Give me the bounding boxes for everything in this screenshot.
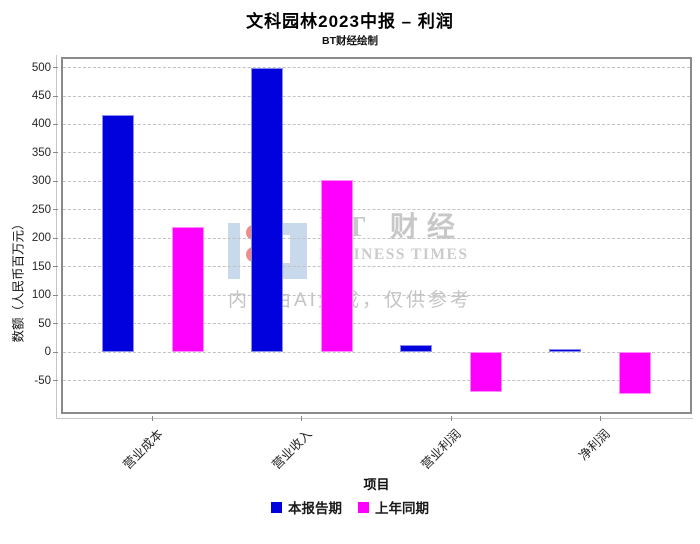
legend-swatch-current-period bbox=[271, 501, 282, 513]
x-tick-mark bbox=[301, 416, 303, 421]
y-tick-mark bbox=[53, 209, 58, 211]
legend-label-prior-period: 上年同期 bbox=[375, 501, 429, 516]
bar-营业成本-本报告期 bbox=[101, 114, 134, 353]
gridline-y-150 bbox=[63, 266, 690, 268]
bar-营业收入-上年同期 bbox=[320, 180, 353, 353]
gridline-y-350 bbox=[63, 152, 690, 154]
y-tick-mark bbox=[53, 351, 58, 353]
gridline-y-100 bbox=[63, 294, 690, 296]
legend-item-prior-period: 上年同期 bbox=[358, 497, 429, 517]
x-tick-mark bbox=[152, 416, 154, 421]
y-tick-mark bbox=[53, 380, 58, 382]
y-tick-label: 300 bbox=[31, 175, 51, 188]
chart-title: 文科园林2023中报 – 利润 bbox=[246, 12, 454, 31]
y-tick-mark bbox=[53, 180, 58, 182]
x-axis-label: 项目 bbox=[363, 477, 390, 492]
gridline-y-200 bbox=[63, 237, 690, 239]
y-tick-mark bbox=[53, 152, 58, 154]
y-tick-label: 100 bbox=[31, 289, 51, 302]
y-tick-label: 350 bbox=[31, 146, 51, 159]
gridline-y-250 bbox=[63, 209, 690, 211]
legend-label-current-period: 本报告期 bbox=[288, 501, 342, 516]
bar-营业利润-本报告期 bbox=[400, 344, 433, 353]
y-tick-label: 500 bbox=[31, 61, 51, 74]
y-tick-label: 150 bbox=[31, 260, 51, 273]
y-tick-mark bbox=[53, 95, 58, 97]
plot-area: BT 财经 BUSINESS TIMES 内容由AI生成，仅供参考 500450… bbox=[32, 57, 692, 472]
y-tick-label: 0 bbox=[44, 346, 51, 359]
y-tick-label: 250 bbox=[31, 203, 51, 216]
outer-frame-line-bottom bbox=[56, 418, 693, 419]
gridline-y-300 bbox=[63, 180, 690, 182]
gridline-y-0 bbox=[63, 351, 690, 353]
y-tick-label: 200 bbox=[31, 232, 51, 245]
bar-净利润-上年同期 bbox=[619, 352, 652, 395]
bt-logo-bar-icon bbox=[228, 223, 240, 279]
outer-frame-line-left bbox=[56, 55, 57, 418]
bar-营业成本-上年同期 bbox=[171, 226, 204, 353]
y-tick-label: 450 bbox=[31, 90, 51, 102]
gridline-y-500 bbox=[63, 67, 690, 69]
legend: 本报告期 上年同期 bbox=[0, 497, 700, 517]
y-tick-label: 50 bbox=[38, 317, 51, 330]
y-tick-label: 400 bbox=[31, 118, 51, 131]
y-tick-label: -50 bbox=[34, 374, 51, 387]
bar-营业收入-本报告期 bbox=[250, 67, 283, 353]
gridline-y--50 bbox=[63, 380, 690, 382]
legend-swatch-prior-period bbox=[358, 501, 369, 513]
x-tick-mark bbox=[450, 416, 452, 421]
y-tick-mark bbox=[53, 123, 58, 125]
legend-item-current-period: 本报告期 bbox=[271, 497, 342, 517]
chart-subtitle: BT财经绘制 bbox=[322, 35, 378, 47]
y-tick-mark bbox=[53, 294, 58, 296]
y-tick-mark bbox=[53, 237, 58, 239]
gridline-y-50 bbox=[63, 323, 690, 325]
gridline-y-450 bbox=[63, 95, 690, 97]
y-tick-mark bbox=[53, 67, 58, 69]
bar-营业利润-上年同期 bbox=[470, 352, 503, 393]
bar-净利润-本报告期 bbox=[549, 349, 582, 353]
x-tick-mark bbox=[599, 416, 601, 421]
gridline-y-400 bbox=[63, 123, 690, 125]
y-tick-mark bbox=[53, 323, 58, 325]
y-tick-mark bbox=[53, 266, 58, 268]
watermark-brand-en: BUSINESS TIMES bbox=[319, 245, 469, 263]
